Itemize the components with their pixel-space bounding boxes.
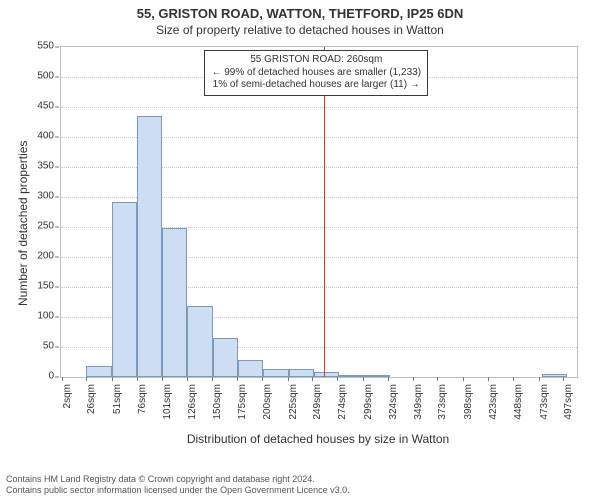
y-tick-label: 300 xyxy=(32,191,54,202)
y-tick-label: 550 xyxy=(32,41,54,52)
y-tick-label: 100 xyxy=(32,311,54,322)
footer-attribution: Contains HM Land Registry data © Crown c… xyxy=(6,474,350,496)
x-tick-mark xyxy=(288,377,289,381)
x-tick-mark xyxy=(563,377,564,381)
y-tick-label: 500 xyxy=(32,71,54,82)
histogram-bar xyxy=(365,375,390,377)
x-tick-mark xyxy=(187,377,188,381)
x-tick-label: 175sqm xyxy=(237,384,248,428)
x-tick-mark xyxy=(237,377,238,381)
annotation-line-2: ← 99% of detached houses are smaller (1,… xyxy=(211,67,421,80)
page-subtitle: Size of property relative to detached ho… xyxy=(0,23,600,37)
x-tick-label: 299sqm xyxy=(363,384,374,428)
x-tick-label: 398sqm xyxy=(463,384,474,428)
x-tick-label: 349sqm xyxy=(413,384,424,428)
x-axis-label: Distribution of detached houses by size … xyxy=(60,432,576,446)
x-tick-label: 423sqm xyxy=(488,384,499,428)
x-tick-label: 51sqm xyxy=(112,384,123,428)
x-tick-label: 324sqm xyxy=(388,384,399,428)
y-axis-label: Number of detached properties xyxy=(16,141,30,306)
annotation-line-1: 55 GRISTON ROAD: 260sqm xyxy=(211,54,421,67)
x-tick-label: 274sqm xyxy=(337,384,348,428)
histogram-bar xyxy=(187,306,212,377)
y-tick-label: 350 xyxy=(32,161,54,172)
x-tick-label: 448sqm xyxy=(513,384,524,428)
x-tick-mark xyxy=(413,377,414,381)
histogram-bar xyxy=(314,372,339,377)
x-tick-mark xyxy=(488,377,489,381)
histogram-bar xyxy=(112,202,137,377)
x-tick-label: 373sqm xyxy=(437,384,448,428)
histogram-bar xyxy=(213,338,238,377)
x-tick-mark xyxy=(112,377,113,381)
x-tick-label: 76sqm xyxy=(137,384,148,428)
x-tick-mark xyxy=(262,377,263,381)
histogram-bar xyxy=(86,366,111,377)
annotation-line-3: 1% of semi-detached houses are larger (1… xyxy=(211,79,421,92)
histogram-bar xyxy=(339,375,364,377)
x-tick-mark xyxy=(513,377,514,381)
x-tick-label: 473sqm xyxy=(539,384,550,428)
x-tick-label: 26sqm xyxy=(86,384,97,428)
reference-line xyxy=(324,47,325,377)
figure: { "title": "55, GRISTON ROAD, WATTON, TH… xyxy=(0,0,600,500)
page-title: 55, GRISTON ROAD, WATTON, THETFORD, IP25… xyxy=(0,6,600,21)
x-tick-mark xyxy=(86,377,87,381)
x-tick-label: 101sqm xyxy=(162,384,173,428)
gridline xyxy=(61,107,577,108)
x-tick-mark xyxy=(437,377,438,381)
x-tick-mark xyxy=(463,377,464,381)
x-tick-mark xyxy=(363,377,364,381)
x-tick-mark xyxy=(212,377,213,381)
x-tick-label: 150sqm xyxy=(212,384,223,428)
y-tick-label: 0 xyxy=(32,371,54,382)
y-tick-label: 450 xyxy=(32,101,54,112)
footer-line-2: Contains public sector information licen… xyxy=(6,485,350,496)
x-tick-mark xyxy=(62,377,63,381)
y-tick-label: 250 xyxy=(32,221,54,232)
x-tick-mark xyxy=(388,377,389,381)
histogram-bar xyxy=(137,116,162,377)
x-tick-mark xyxy=(162,377,163,381)
x-tick-mark xyxy=(312,377,313,381)
histogram-bar xyxy=(238,360,263,377)
x-tick-label: 126sqm xyxy=(187,384,198,428)
y-tick-label: 150 xyxy=(32,281,54,292)
histogram-bar xyxy=(263,369,288,377)
chart-plot-area xyxy=(60,46,578,378)
x-tick-label: 249sqm xyxy=(312,384,323,428)
x-tick-label: 2sqm xyxy=(62,384,73,428)
x-tick-label: 497sqm xyxy=(563,384,574,428)
x-tick-mark xyxy=(539,377,540,381)
histogram-bar xyxy=(289,369,314,377)
x-tick-mark xyxy=(137,377,138,381)
annotation-box: 55 GRISTON ROAD: 260sqm ← 99% of detache… xyxy=(204,50,428,96)
y-tick-label: 400 xyxy=(32,131,54,142)
y-tick-label: 50 xyxy=(32,341,54,352)
histogram-bar xyxy=(162,228,187,377)
footer-line-1: Contains HM Land Registry data © Crown c… xyxy=(6,474,350,485)
x-tick-label: 200sqm xyxy=(262,384,273,428)
x-tick-mark xyxy=(337,377,338,381)
y-tick-label: 200 xyxy=(32,251,54,262)
x-tick-label: 225sqm xyxy=(288,384,299,428)
